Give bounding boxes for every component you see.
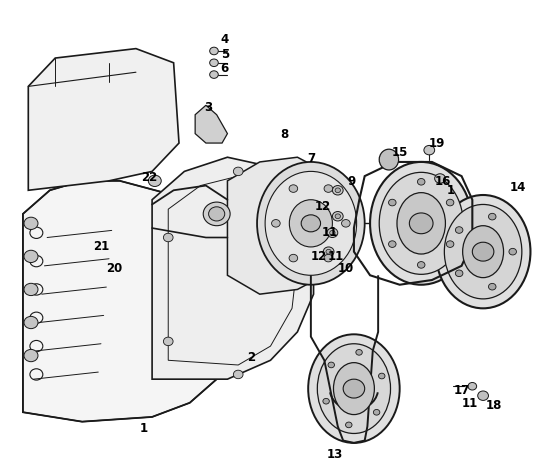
Circle shape <box>24 250 38 263</box>
Circle shape <box>410 213 433 234</box>
Ellipse shape <box>370 162 472 285</box>
Circle shape <box>388 241 396 247</box>
Circle shape <box>24 350 38 361</box>
Circle shape <box>323 247 334 256</box>
Circle shape <box>346 422 352 428</box>
Polygon shape <box>195 105 227 143</box>
Text: 1: 1 <box>447 184 455 197</box>
Text: 22: 22 <box>141 171 157 183</box>
Text: 10: 10 <box>338 262 354 275</box>
Polygon shape <box>28 48 179 190</box>
Circle shape <box>301 215 321 232</box>
Circle shape <box>332 186 343 195</box>
Circle shape <box>163 337 173 346</box>
Text: 11: 11 <box>328 250 344 263</box>
Circle shape <box>446 199 454 206</box>
Circle shape <box>289 254 298 262</box>
Circle shape <box>210 59 218 66</box>
Circle shape <box>356 350 362 355</box>
Circle shape <box>24 316 38 329</box>
Circle shape <box>388 199 396 206</box>
Ellipse shape <box>436 195 531 308</box>
Circle shape <box>148 175 161 187</box>
Circle shape <box>335 188 340 193</box>
Circle shape <box>446 241 454 247</box>
Circle shape <box>456 227 463 233</box>
Text: 15: 15 <box>392 146 408 159</box>
Text: 21: 21 <box>93 240 109 254</box>
Circle shape <box>418 179 425 185</box>
Circle shape <box>203 202 230 226</box>
Circle shape <box>163 233 173 242</box>
Circle shape <box>326 249 331 254</box>
Circle shape <box>233 370 243 379</box>
Polygon shape <box>227 157 340 294</box>
Text: 16: 16 <box>434 175 451 188</box>
Ellipse shape <box>289 200 332 247</box>
Circle shape <box>233 167 243 176</box>
Circle shape <box>424 145 434 155</box>
Text: 14: 14 <box>510 181 526 194</box>
Circle shape <box>468 382 477 390</box>
Ellipse shape <box>257 162 365 285</box>
Text: 17: 17 <box>453 384 470 398</box>
Text: 12: 12 <box>311 250 327 263</box>
Circle shape <box>328 362 334 368</box>
Ellipse shape <box>265 171 357 276</box>
Circle shape <box>489 213 496 220</box>
Text: 5: 5 <box>221 48 229 61</box>
Circle shape <box>210 71 218 78</box>
Circle shape <box>418 262 425 268</box>
Circle shape <box>341 219 350 227</box>
Text: 13: 13 <box>327 448 343 461</box>
Circle shape <box>324 254 333 262</box>
Circle shape <box>327 228 338 238</box>
Ellipse shape <box>379 149 399 170</box>
Circle shape <box>456 270 463 276</box>
Circle shape <box>373 409 380 415</box>
Circle shape <box>324 185 333 192</box>
Text: 11: 11 <box>321 226 338 239</box>
Circle shape <box>489 284 496 290</box>
Circle shape <box>24 217 38 229</box>
Ellipse shape <box>333 362 374 415</box>
Text: 2: 2 <box>248 352 256 364</box>
Ellipse shape <box>318 344 391 434</box>
Circle shape <box>209 207 225 221</box>
Text: 8: 8 <box>280 128 288 141</box>
Circle shape <box>335 214 340 218</box>
Text: 20: 20 <box>106 262 123 275</box>
Circle shape <box>24 283 38 295</box>
Text: 1: 1 <box>140 422 148 435</box>
Circle shape <box>210 47 218 55</box>
Circle shape <box>472 242 494 261</box>
Text: 9: 9 <box>347 175 355 188</box>
Polygon shape <box>152 157 314 379</box>
Ellipse shape <box>397 193 445 254</box>
Text: 18: 18 <box>486 399 502 412</box>
Circle shape <box>379 373 385 379</box>
Text: 12: 12 <box>314 200 331 213</box>
Circle shape <box>323 399 329 404</box>
Text: 11: 11 <box>461 397 478 410</box>
Circle shape <box>272 219 280 227</box>
Circle shape <box>329 230 335 235</box>
Ellipse shape <box>444 204 522 299</box>
Ellipse shape <box>308 334 400 443</box>
Polygon shape <box>23 181 281 422</box>
Text: 4: 4 <box>221 33 229 46</box>
Circle shape <box>509 248 517 255</box>
Circle shape <box>434 174 445 183</box>
Text: 6: 6 <box>221 62 229 75</box>
Circle shape <box>289 185 298 192</box>
Circle shape <box>478 391 489 400</box>
Text: 19: 19 <box>429 136 446 150</box>
Text: 7: 7 <box>307 152 315 165</box>
Ellipse shape <box>463 226 504 278</box>
Ellipse shape <box>379 172 463 275</box>
Circle shape <box>332 211 343 221</box>
Text: 3: 3 <box>204 101 213 114</box>
Circle shape <box>343 379 365 398</box>
